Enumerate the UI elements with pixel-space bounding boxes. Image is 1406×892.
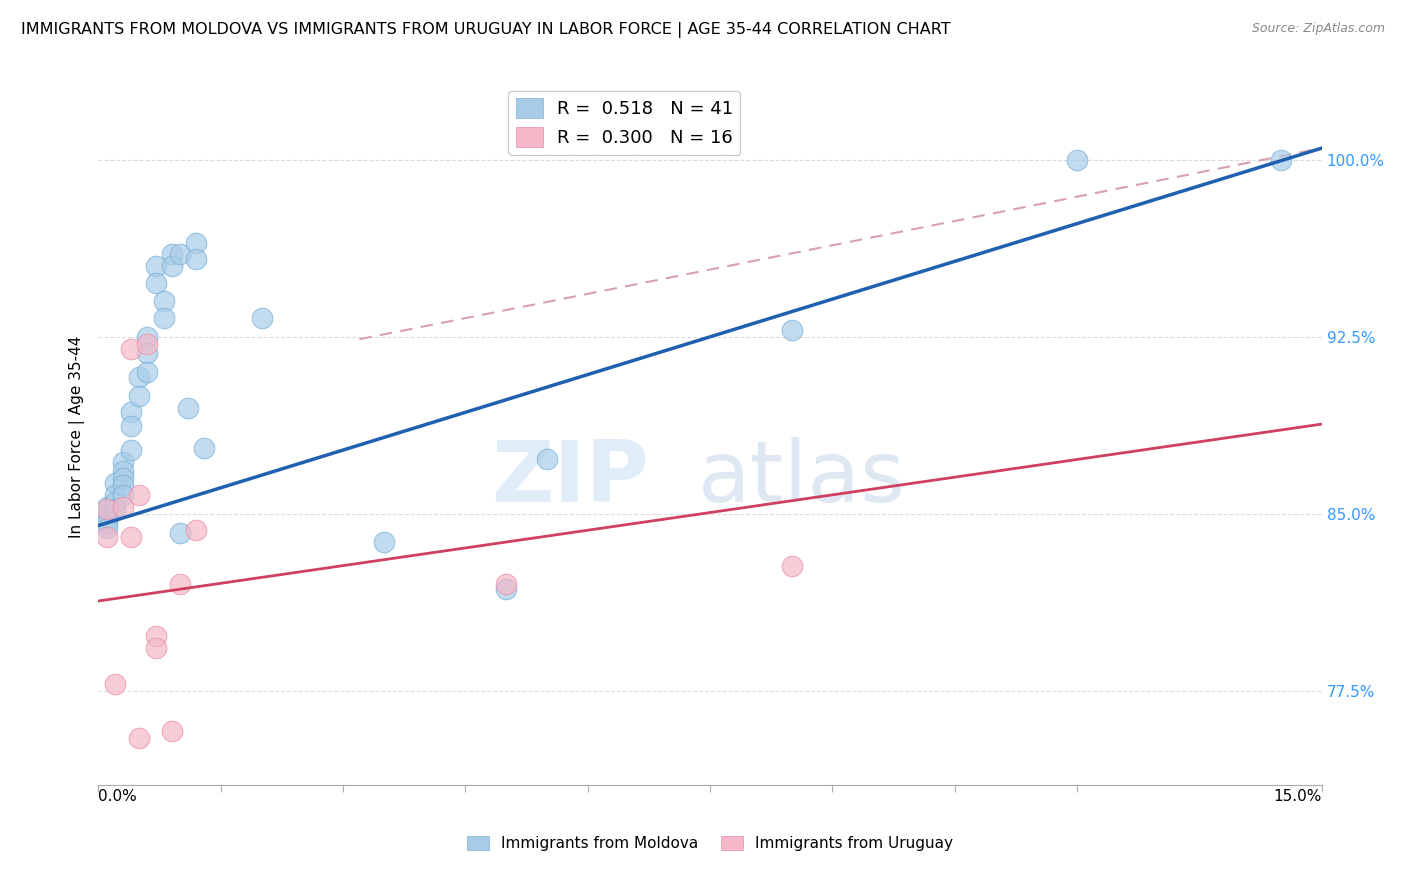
Point xyxy=(96,516,118,531)
Point xyxy=(169,577,191,591)
Point xyxy=(96,530,118,544)
Point xyxy=(128,389,150,403)
Point xyxy=(495,577,517,591)
Point xyxy=(104,476,127,491)
Point xyxy=(1270,153,1292,167)
Point xyxy=(1066,153,1088,167)
Point xyxy=(136,365,159,379)
Point xyxy=(111,478,134,492)
Point xyxy=(780,558,803,573)
Point xyxy=(128,731,150,745)
Point xyxy=(186,235,208,250)
Point xyxy=(128,488,150,502)
Point xyxy=(250,310,273,325)
Point xyxy=(128,370,150,384)
Point xyxy=(96,521,118,535)
Point xyxy=(495,582,517,597)
Point xyxy=(120,443,142,458)
Point xyxy=(104,502,127,516)
Point xyxy=(536,452,558,467)
Point xyxy=(104,495,127,509)
Y-axis label: In Labor Force | Age 35-44: In Labor Force | Age 35-44 xyxy=(69,336,84,538)
Point xyxy=(96,500,118,514)
Point xyxy=(193,441,215,455)
Point xyxy=(96,511,118,525)
Point xyxy=(120,342,142,356)
Text: 0.0%: 0.0% xyxy=(98,789,138,805)
Point xyxy=(177,401,200,415)
Point xyxy=(111,488,134,502)
Text: 15.0%: 15.0% xyxy=(1274,789,1322,805)
Point xyxy=(152,310,174,325)
Point xyxy=(120,405,142,419)
Point xyxy=(111,471,134,485)
Point xyxy=(136,330,159,344)
Point xyxy=(111,500,134,514)
Text: atlas: atlas xyxy=(697,437,905,520)
Legend: Immigrants from Moldova, Immigrants from Uruguay: Immigrants from Moldova, Immigrants from… xyxy=(461,830,959,857)
Point xyxy=(780,323,803,337)
Point xyxy=(373,535,395,549)
Text: ZIP: ZIP xyxy=(491,437,648,520)
Point xyxy=(96,502,118,516)
Point xyxy=(136,337,159,351)
Point xyxy=(120,419,142,434)
Point xyxy=(186,252,208,266)
Point xyxy=(186,523,208,537)
Point xyxy=(169,247,191,261)
Point xyxy=(152,294,174,309)
Point xyxy=(169,525,191,540)
Point xyxy=(136,346,159,360)
Point xyxy=(160,723,183,738)
Point xyxy=(160,247,183,261)
Point xyxy=(111,455,134,469)
Point xyxy=(145,641,167,656)
Point xyxy=(104,676,127,690)
Point xyxy=(145,629,167,643)
Point xyxy=(145,259,167,273)
Point xyxy=(104,488,127,502)
Point xyxy=(120,530,142,544)
Text: IMMIGRANTS FROM MOLDOVA VS IMMIGRANTS FROM URUGUAY IN LABOR FORCE | AGE 35-44 CO: IMMIGRANTS FROM MOLDOVA VS IMMIGRANTS FR… xyxy=(21,22,950,38)
Point xyxy=(96,507,118,521)
Point xyxy=(111,464,134,478)
Point xyxy=(145,276,167,290)
Text: Source: ZipAtlas.com: Source: ZipAtlas.com xyxy=(1251,22,1385,36)
Point xyxy=(160,259,183,273)
